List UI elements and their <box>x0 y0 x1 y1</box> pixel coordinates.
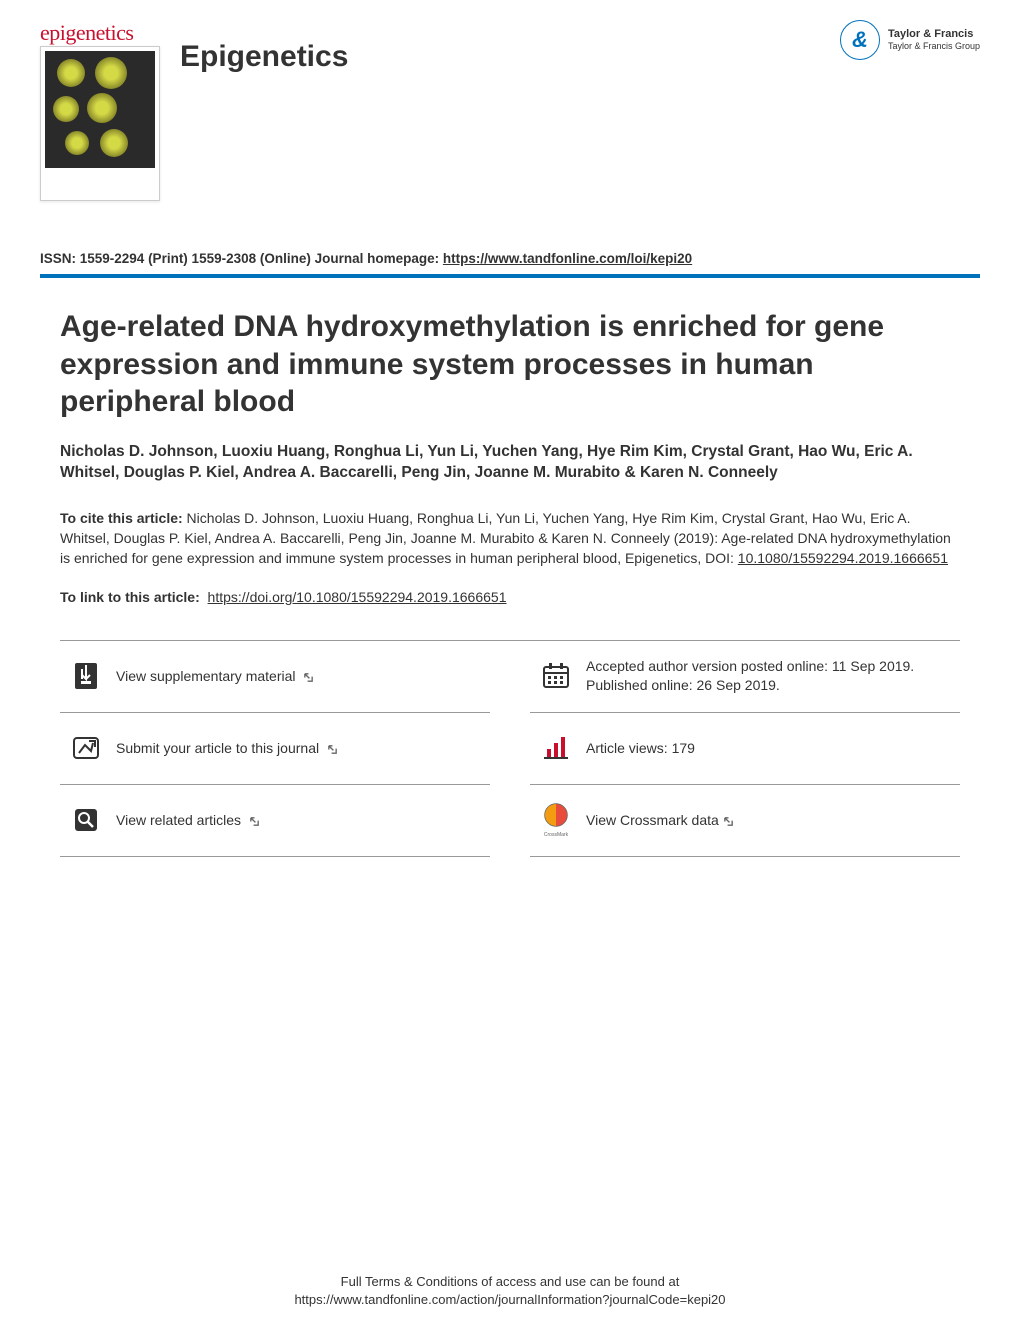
action-supplementary-text: View supplementary material <box>116 667 314 686</box>
crossmark-icon: CrossMark <box>540 804 572 836</box>
external-link-icon <box>303 672 314 683</box>
journal-brand-label: epigenetics <box>40 20 160 46</box>
footer-text: Full Terms & Conditions of access and us… <box>0 1273 1020 1309</box>
calendar-icon <box>540 660 572 692</box>
action-related-text: View related articles <box>116 811 260 830</box>
article-link[interactable]: https://doi.org/10.1080/15592294.2019.16… <box>208 589 507 605</box>
publisher-group: Taylor & Francis Group <box>888 41 980 52</box>
doi-link[interactable]: 10.1080/15592294.2019.1666651 <box>738 550 948 566</box>
action-submit[interactable]: Submit your article to this journal <box>60 713 490 785</box>
article-title: Age-related DNA hydroxymethylation is en… <box>60 308 960 421</box>
publisher-name: Taylor & Francis <box>888 28 980 41</box>
action-crossmark-text: View Crossmark data <box>586 811 734 830</box>
supplementary-label: View supplementary material <box>116 668 299 684</box>
views-text: Article views: 179 <box>586 739 695 758</box>
svg-text:CrossMark: CrossMark <box>544 832 569 838</box>
published-info-text: Accepted author version posted online: 1… <box>586 657 914 695</box>
link-label: To link to this article: <box>60 589 204 605</box>
crossmark-label: View Crossmark data <box>586 812 719 828</box>
journal-homepage-link[interactable]: https://www.tandfonline.com/loi/kepi20 <box>443 251 692 266</box>
related-icon <box>70 804 102 836</box>
article-authors: Nicholas D. Johnson, Luoxiu Huang, Rongh… <box>60 441 960 484</box>
external-link-icon <box>723 816 734 827</box>
submit-icon <box>70 732 102 764</box>
cover-image <box>45 51 155 168</box>
action-crossmark[interactable]: CrossMark View Crossmark data <box>530 785 960 857</box>
action-supplementary[interactable]: View supplementary material <box>60 641 490 713</box>
footer-line2: https://www.tandfonline.com/action/journ… <box>0 1291 1020 1309</box>
action-views: Article views: 179 <box>530 713 960 785</box>
journal-brand-left: epigenetics <box>40 20 160 201</box>
action-published: Accepted author version posted online: 1… <box>530 641 960 713</box>
ampersand-icon: & <box>852 27 868 53</box>
external-link-icon <box>249 816 260 827</box>
issn-text: ISSN: 1559-2294 (Print) 1559-2308 (Onlin… <box>40 251 443 266</box>
journal-cover-thumbnail <box>40 46 160 201</box>
header-section: & Taylor & Francis Taylor & Francis Grou… <box>0 0 1020 266</box>
views-icon <box>540 732 572 764</box>
journal-title: Epigenetics <box>180 40 348 74</box>
action-submit-text: Submit your article to this journal <box>116 739 338 758</box>
submit-label: Submit your article to this journal <box>116 740 323 756</box>
issn-line: ISSN: 1559-2294 (Print) 1559-2308 (Onlin… <box>40 251 980 266</box>
publisher-text: Taylor & Francis Taylor & Francis Group <box>888 28 980 52</box>
publisher-logo: & Taylor & Francis Taylor & Francis Grou… <box>840 20 980 60</box>
article-content: Age-related DNA hydroxymethylation is en… <box>0 278 1020 917</box>
citation-block: To cite this article: Nicholas D. Johnso… <box>60 508 960 569</box>
external-link-icon <box>327 744 338 755</box>
actions-grid: View supplementary material Accepted aut… <box>60 640 960 857</box>
link-line: To link to this article: https://doi.org… <box>60 589 960 605</box>
action-related[interactable]: View related articles <box>60 785 490 857</box>
publisher-logo-circle: & <box>840 20 880 60</box>
supplementary-icon <box>70 660 102 692</box>
footer-line1: Full Terms & Conditions of access and us… <box>0 1273 1020 1291</box>
cover-footer-text <box>41 172 159 200</box>
citation-label: To cite this article: <box>60 510 183 526</box>
related-label: View related articles <box>116 812 245 828</box>
